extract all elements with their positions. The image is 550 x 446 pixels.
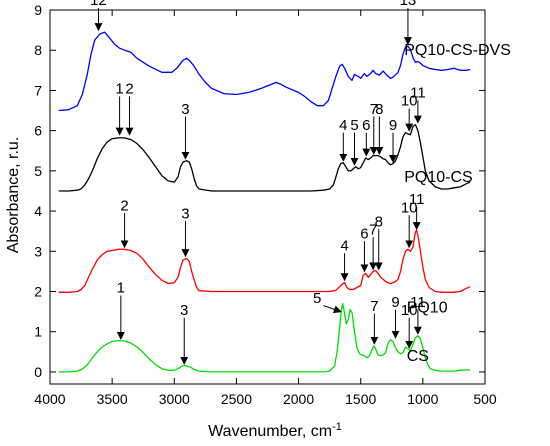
series-label-pq10-cs-dvs: PQ10-CS-DVS xyxy=(404,42,511,59)
x-tick-label: 1000 xyxy=(407,391,438,407)
plot-frame xyxy=(49,9,486,385)
x-axis-title-superscript: -1 xyxy=(332,421,342,433)
x-axis-title: Wavenumber, cm-1 xyxy=(208,421,342,440)
peak-label: 9 xyxy=(391,294,399,311)
x-tick-label: 500 xyxy=(473,391,497,407)
peak-label: 11 xyxy=(410,294,426,311)
peak-label: 3 xyxy=(181,101,189,118)
peak-label: 13 xyxy=(400,0,417,9)
peak-label: 3 xyxy=(181,205,189,222)
y-tick-label: 8 xyxy=(34,42,42,58)
peak-label: 7 xyxy=(369,221,377,238)
y-tick-label: 4 xyxy=(34,203,42,219)
x-tick-label: 2500 xyxy=(221,391,252,407)
series-line-cs xyxy=(58,302,471,373)
series-line-pq10-cs-dvs xyxy=(58,31,471,112)
peak-label: 11 xyxy=(410,85,426,102)
peak-arrow xyxy=(323,305,342,314)
peak-label: 10 xyxy=(401,199,418,216)
peak-label: 4 xyxy=(340,237,348,254)
peak-label: 2 xyxy=(125,81,133,98)
peak-label: 8 xyxy=(375,213,383,230)
peak-label: 12 xyxy=(90,0,107,9)
y-tick-label: 2 xyxy=(34,284,42,300)
peak-label: 5 xyxy=(313,290,321,307)
y-tick-label: 9 xyxy=(34,2,42,18)
ticks-group: 4000 3500 3000 2500 2000 1500 1000 500012345678… xyxy=(34,2,497,407)
y-tick-label: 7 xyxy=(34,82,42,98)
x-tick-label: 1500 xyxy=(345,391,376,407)
peak-label: 11 xyxy=(409,191,425,208)
y-tick-label: 6 xyxy=(34,123,42,139)
y-tick-label: 5 xyxy=(34,163,42,179)
x-tick-label: 3000 xyxy=(159,391,190,407)
x-tick-label: 2000 xyxy=(283,391,314,407)
y-tick-label: 0 xyxy=(34,364,42,380)
series-label-pq10-cs: PQ10-CS xyxy=(404,169,472,186)
peak-label: 6 xyxy=(360,225,368,242)
x-tick-label: 4000 xyxy=(34,391,65,407)
series-group: PQ10-CS-DVS PQ10-CS PQ10 CS xyxy=(58,31,511,373)
x-tick-label: 3500 xyxy=(97,391,128,407)
peak-label: 8 xyxy=(375,101,383,118)
peak-label: 2 xyxy=(120,197,128,214)
series-label-pq10: PQ10 xyxy=(407,300,448,317)
peak-label: 7 xyxy=(370,101,378,118)
y-axis-title: Absorbance, r.u. xyxy=(5,137,22,254)
peak-label: 3 xyxy=(180,302,188,319)
peak-label: 9 xyxy=(389,117,397,134)
series-line-pq10-cs xyxy=(58,123,471,192)
peak-label: 1 xyxy=(115,81,123,98)
peak-label: 10 xyxy=(401,93,418,110)
peak-label: 5 xyxy=(350,117,358,134)
y-tick-label: 1 xyxy=(34,324,42,340)
plot-frame-group xyxy=(49,9,486,385)
peak-label: 6 xyxy=(362,117,370,134)
peak-label: 10 xyxy=(401,302,418,319)
peak-label: 1 xyxy=(117,280,125,297)
y-tick-label: 3 xyxy=(34,243,42,259)
series-label-cs: CS xyxy=(407,348,429,365)
peak-label: 4 xyxy=(339,117,347,134)
x-axis-title-text: Wavenumber, cm xyxy=(208,423,332,440)
peak-label: 7 xyxy=(370,298,378,315)
